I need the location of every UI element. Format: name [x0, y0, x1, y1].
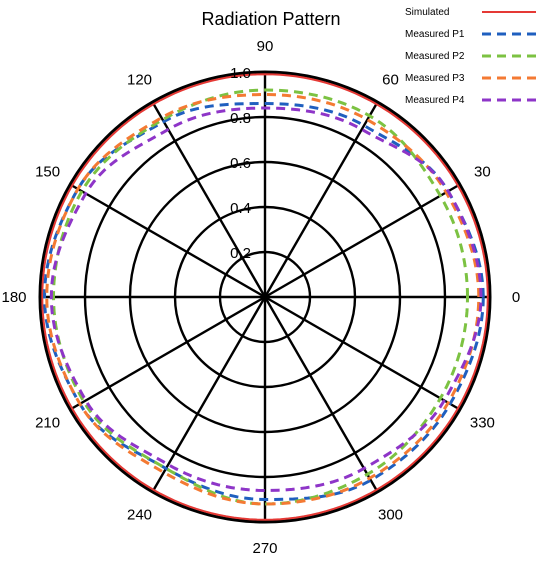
angle-tick-label: 210 [35, 415, 60, 432]
angle-tick-label: 90 [257, 38, 274, 55]
radial-tick-label: 0.2 [230, 245, 251, 262]
radial-tick-label: 0.8 [230, 110, 251, 127]
legend-entry-label: Measured P4 [405, 95, 465, 106]
grid-spoke [151, 101, 267, 298]
legend-entry-label: Measured P1 [405, 29, 465, 40]
grid-spoke [69, 183, 266, 299]
grid-spoke [263, 101, 379, 298]
angle-tick-label: 240 [127, 506, 152, 523]
angle-tick-label: 150 [35, 164, 60, 181]
grid-spoke [151, 296, 267, 493]
radial-tick-label: 0.4 [230, 200, 251, 217]
grid-spoke [264, 295, 461, 411]
series-line-measured-p1 [42, 102, 485, 501]
angle-tick-label: 180 [1, 289, 26, 306]
grid-spoke [69, 295, 266, 411]
angle-tick-label: 0 [512, 289, 520, 306]
angle-tick-label: 330 [470, 415, 495, 432]
radial-tick-label: 1.0 [230, 65, 251, 82]
series-line-measured-p2 [51, 88, 470, 506]
series-line-measured-p3 [45, 92, 481, 506]
grid-spoke [264, 183, 461, 299]
polar-grid [38, 70, 492, 524]
chart-title: Radiation Pattern [201, 9, 340, 29]
series-group [41, 73, 489, 521]
radial-tick-label: 0.6 [230, 155, 251, 172]
grid-spoke [263, 296, 379, 493]
angle-tick-label: 120 [127, 72, 152, 89]
series-line-measured-p4 [49, 106, 483, 493]
angle-tick-label: 270 [252, 540, 277, 557]
legend-entry-label: Simulated [405, 7, 449, 18]
legend-entry-label: Measured P2 [405, 51, 465, 62]
angle-tick-label: 60 [382, 72, 399, 89]
legend-entry-label: Measured P3 [405, 73, 465, 84]
angle-tick-label: 300 [378, 506, 403, 523]
angle-tick-label: 30 [474, 164, 491, 181]
series-line-simulated [41, 73, 489, 521]
axis-labels: 0 30 60 90 120 150 180 210 240 270 300 330 0.2 0.4 0.6… [1, 38, 520, 557]
legend: Simulated Measured P1 Measured P2 Measured … [405, 7, 536, 106]
